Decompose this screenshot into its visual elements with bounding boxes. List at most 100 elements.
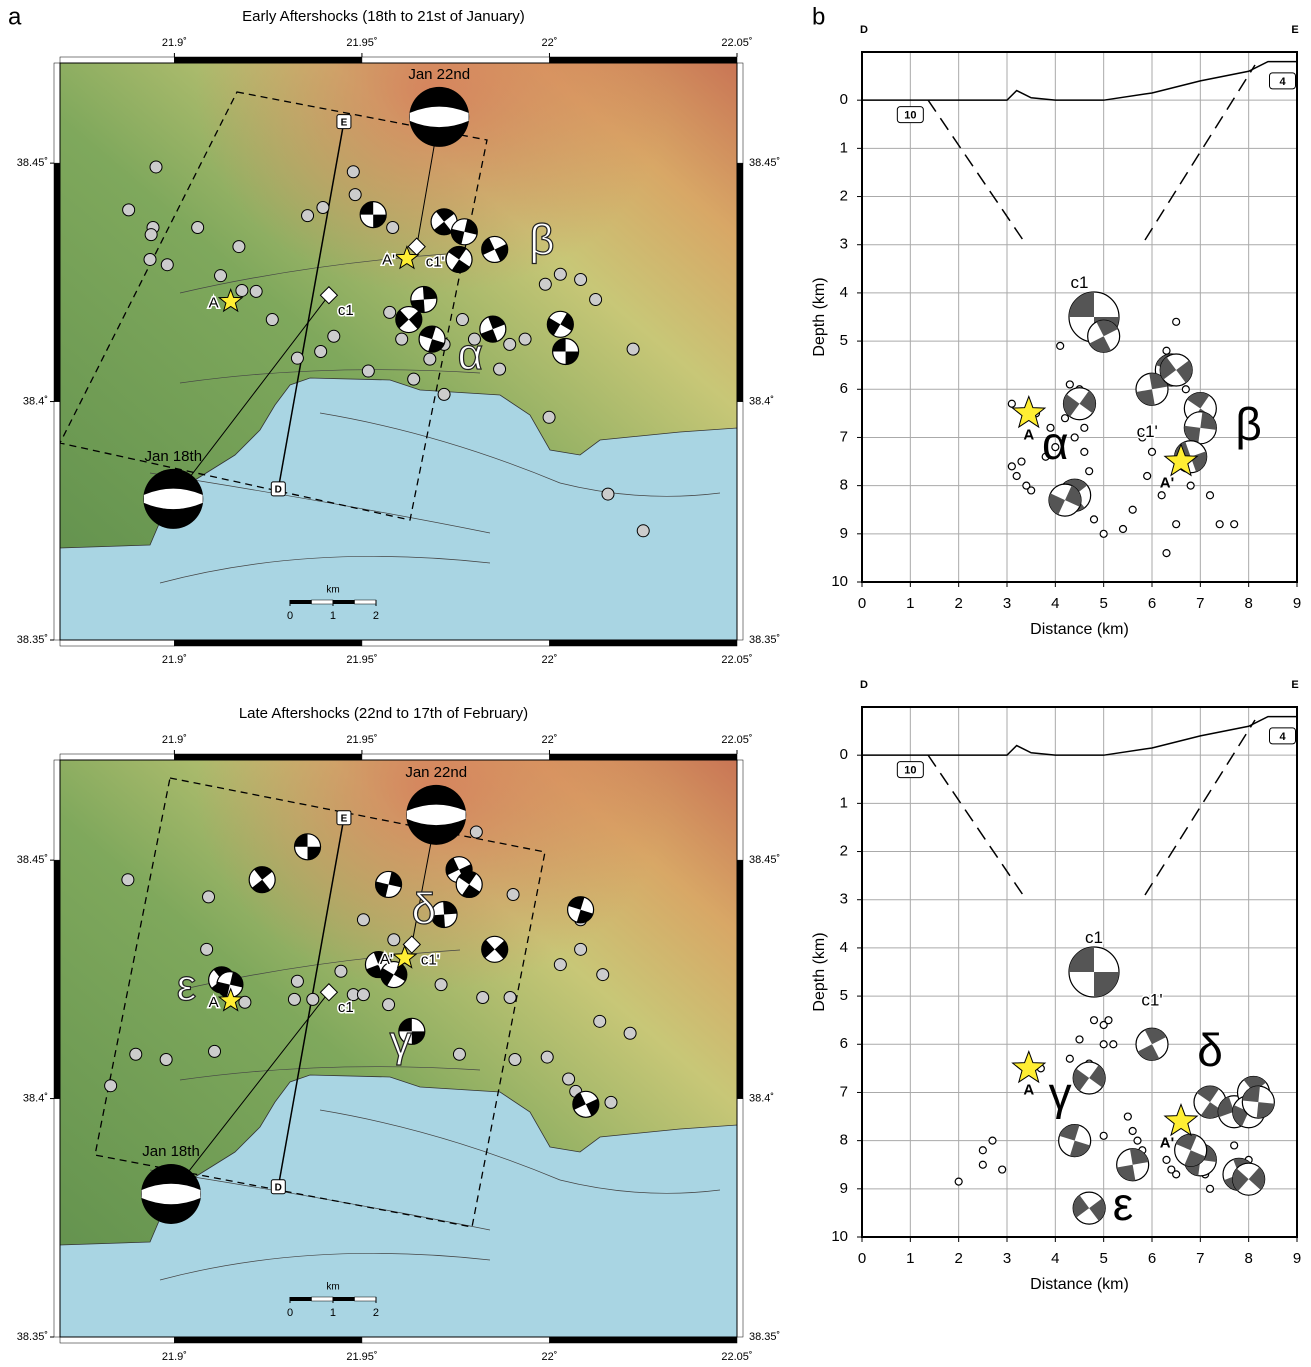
y-axis-label: Depth (km) [811,277,828,356]
hypocenter [1071,434,1078,441]
aftershock [507,888,519,900]
figure: a b Early Aftershocks (18th to 21st of J… [0,0,1311,1362]
site-label: c1' [421,952,440,969]
aftershock [539,278,551,290]
hypocenter [1163,550,1170,557]
hypocenter [1066,381,1073,388]
aftershock [201,943,213,955]
frame-bar [362,57,550,63]
frame-bar [60,57,174,63]
hypocenter [1110,1041,1117,1048]
frame-bar [54,1099,60,1337]
star-label: A [1023,1081,1034,1098]
hypocenter [1173,521,1180,528]
hypocenter [1124,1113,1131,1120]
frame-bar [174,754,362,760]
aftershock [408,373,420,385]
aftershock [288,993,300,1005]
aftershock [575,273,587,285]
hypocenter [1144,473,1151,480]
hypocenter [999,1166,1006,1173]
event-label: Jan 18th [144,448,202,465]
aftershock [145,229,157,241]
y-tick-label: 7 [840,428,848,445]
profile-end-label: D [275,484,282,495]
aftershock [105,1080,117,1092]
topography [862,62,1297,101]
frame-bar [174,640,362,646]
x-tick-label: 5 [1099,1250,1107,1267]
frame-bar [737,1099,743,1337]
x-axis-label: Distance (km) [1030,1276,1129,1293]
aftershock [328,330,340,342]
aftershock [519,333,531,345]
aftershock [266,314,278,326]
aftershock [307,993,319,1005]
y-tick-label: 38.35˚ [749,634,780,646]
frame-bar [549,1337,737,1343]
aftershock [123,204,135,216]
aftershock [637,525,649,537]
x-tick-label: 21.9˚ [162,734,187,746]
aftershock [597,969,609,981]
event-band [144,489,203,510]
y-tick-label: 4 [840,939,848,956]
x-tick-label: 9 [1293,1250,1301,1267]
y-tick-label: 38.35˚ [17,634,48,646]
hypocenter [1207,492,1214,499]
x-tick-label: 22˚ [542,734,558,746]
aftershock [302,210,314,222]
aftershock [554,268,566,280]
scale-seg [311,1297,332,1301]
section-label: β [1235,398,1261,450]
frame-bar [549,754,737,760]
star [1013,396,1045,427]
y-tick-label: 38.35˚ [749,1331,780,1343]
star [1013,1051,1045,1082]
y-tick-label: 38.45˚ [17,854,48,866]
map-title: Early Aftershocks (18th to 21st of Janua… [242,8,525,25]
y-tick-label: 1 [840,794,848,811]
star-label: A [209,994,219,1011]
profile-end-label: D [860,679,868,691]
frame-bar [362,754,550,760]
y-tick-label: 8 [840,1132,848,1149]
x-tick-label: 21.9˚ [162,1351,187,1362]
hypocenter [1173,318,1180,325]
aftershock [554,959,566,971]
aftershock [215,270,227,282]
star-label: A [1023,426,1034,443]
frame-bar [54,760,60,860]
y-tick-label: 38.4˚ [749,1092,774,1104]
aftershock [504,338,516,350]
frame-bar [174,57,362,63]
hypocenter [1066,1055,1073,1062]
frame-bar [60,640,174,646]
aftershock [456,314,468,326]
hypocenter [1163,347,1170,354]
y-tick-label: 3 [840,236,848,253]
aftershock [477,991,489,1003]
x-tick-label: 22.05˚ [721,654,752,666]
scale-label: 0 [287,1307,293,1319]
hypocenter [1081,448,1088,455]
frame-bar [54,163,60,401]
y-tick-label: 0 [840,746,848,763]
topography [862,717,1297,756]
aftershock [424,353,436,365]
y-tick-label: 2 [840,843,848,860]
event-label: Jan 22nd [405,764,467,781]
frame-bar [54,402,60,640]
frame-bar [174,1337,362,1343]
x-tick-label: 0 [858,1250,866,1267]
hypocenter [1086,468,1093,475]
event-label: Jan 18th [142,1143,200,1160]
hypocenter [1105,1017,1112,1024]
y-tick-label: 6 [840,380,848,397]
x-tick-label: 2 [954,1250,962,1267]
scale-seg [290,600,311,604]
aftershock [130,1048,142,1060]
x-tick-label: 3 [1003,1250,1011,1267]
aftershock [627,343,639,355]
x-tick-label: 4 [1051,595,1059,612]
